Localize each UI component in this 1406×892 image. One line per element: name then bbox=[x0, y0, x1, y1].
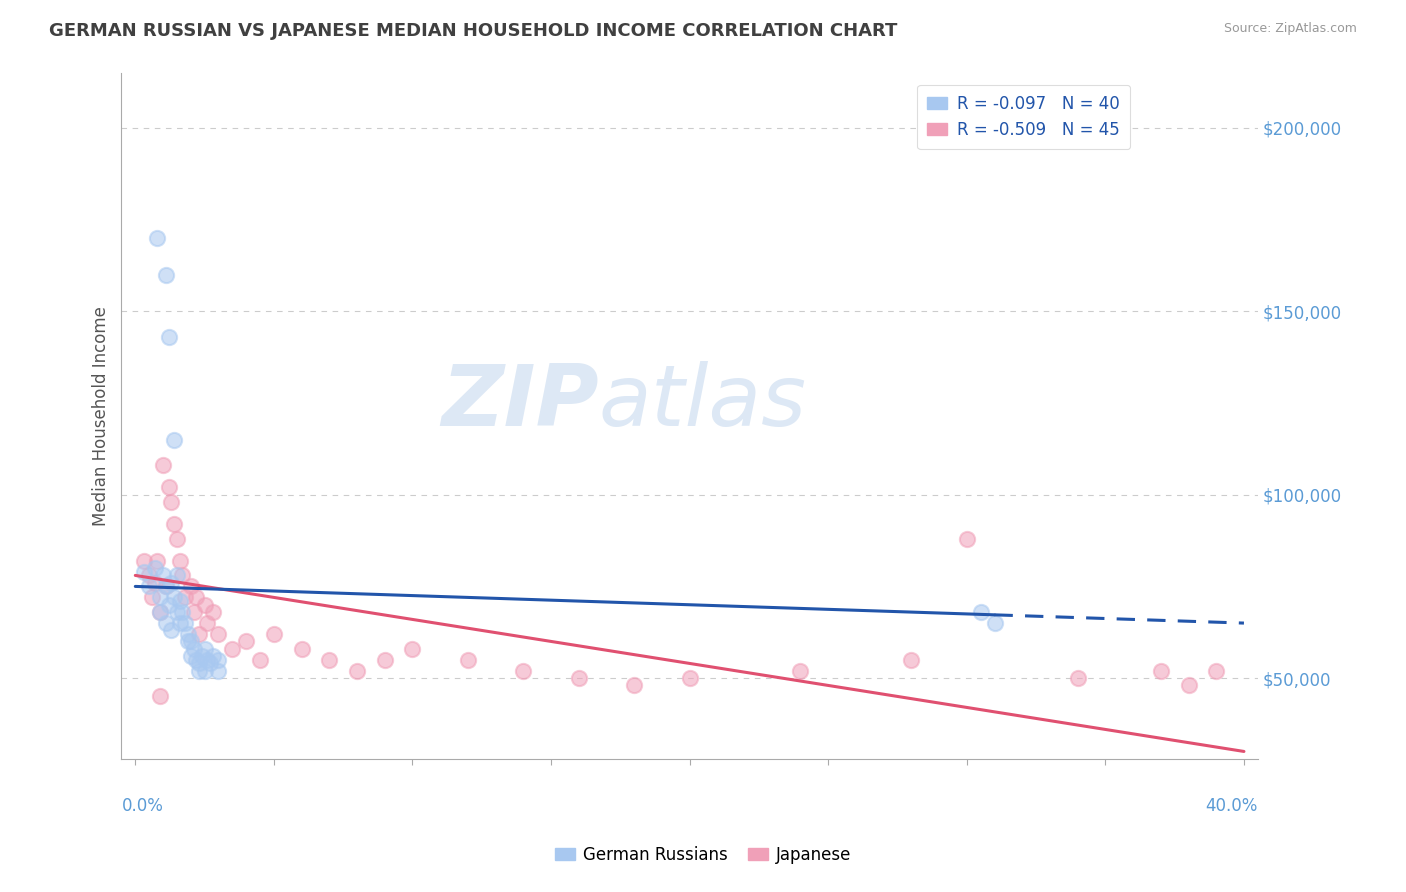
Text: 40.0%: 40.0% bbox=[1205, 797, 1258, 814]
Point bbox=[318, 653, 340, 667]
Point bbox=[157, 480, 180, 494]
Point bbox=[983, 616, 1005, 631]
Point bbox=[188, 657, 211, 671]
Point bbox=[512, 664, 534, 678]
Point bbox=[194, 664, 217, 678]
Point bbox=[789, 664, 811, 678]
Point bbox=[163, 517, 186, 532]
Point bbox=[188, 627, 211, 641]
Point bbox=[623, 678, 645, 692]
Point bbox=[183, 605, 205, 619]
Point bbox=[172, 568, 194, 582]
Point bbox=[1177, 678, 1199, 692]
Point bbox=[186, 591, 208, 605]
Point bbox=[160, 575, 183, 590]
Point bbox=[157, 598, 180, 612]
Point bbox=[195, 653, 218, 667]
Point bbox=[1150, 664, 1173, 678]
Point bbox=[180, 634, 202, 648]
Point bbox=[249, 653, 271, 667]
Point bbox=[201, 649, 224, 664]
Point bbox=[160, 624, 183, 638]
Point bbox=[155, 579, 177, 593]
Point bbox=[188, 664, 211, 678]
Point bbox=[169, 616, 191, 631]
Point bbox=[174, 616, 197, 631]
Point bbox=[1066, 671, 1088, 685]
Text: ZIP: ZIP bbox=[441, 360, 599, 443]
Point bbox=[172, 605, 194, 619]
Point bbox=[138, 579, 160, 593]
Text: atlas: atlas bbox=[599, 360, 807, 443]
Point bbox=[457, 653, 479, 667]
Point bbox=[195, 616, 218, 631]
Point bbox=[207, 664, 229, 678]
Point bbox=[166, 605, 188, 619]
Point bbox=[143, 575, 166, 590]
Point bbox=[207, 653, 229, 667]
Point bbox=[155, 579, 177, 593]
Point bbox=[169, 554, 191, 568]
Point bbox=[900, 653, 922, 667]
Point bbox=[166, 568, 188, 582]
Point bbox=[401, 641, 423, 656]
Point bbox=[956, 532, 979, 546]
Point bbox=[207, 627, 229, 641]
Point bbox=[180, 579, 202, 593]
Point bbox=[186, 653, 208, 667]
Point bbox=[183, 641, 205, 656]
Point bbox=[149, 605, 172, 619]
Point bbox=[141, 591, 163, 605]
Point bbox=[194, 641, 217, 656]
Point bbox=[155, 616, 177, 631]
Point bbox=[146, 554, 169, 568]
Point bbox=[132, 554, 155, 568]
Point bbox=[149, 605, 172, 619]
Point bbox=[152, 568, 174, 582]
Point bbox=[149, 690, 172, 704]
Y-axis label: Median Household Income: Median Household Income bbox=[93, 306, 110, 525]
Point bbox=[149, 591, 172, 605]
Text: Source: ZipAtlas.com: Source: ZipAtlas.com bbox=[1223, 22, 1357, 36]
Point bbox=[191, 649, 214, 664]
Point bbox=[132, 565, 155, 579]
Legend: German Russians, Japanese: German Russians, Japanese bbox=[548, 839, 858, 871]
Point bbox=[146, 231, 169, 245]
Point bbox=[155, 268, 177, 282]
Point bbox=[143, 561, 166, 575]
Point bbox=[201, 605, 224, 619]
Point bbox=[163, 433, 186, 447]
Point bbox=[374, 653, 396, 667]
Point bbox=[235, 634, 257, 648]
Point bbox=[1205, 664, 1227, 678]
Point bbox=[169, 594, 191, 608]
Text: GERMAN RUSSIAN VS JAPANESE MEDIAN HOUSEHOLD INCOME CORRELATION CHART: GERMAN RUSSIAN VS JAPANESE MEDIAN HOUSEH… bbox=[49, 22, 897, 40]
Point bbox=[177, 634, 200, 648]
Point bbox=[969, 605, 991, 619]
Legend: R = -0.097   N = 40, R = -0.509   N = 45: R = -0.097 N = 40, R = -0.509 N = 45 bbox=[917, 85, 1130, 149]
Point bbox=[174, 591, 197, 605]
Point bbox=[194, 598, 217, 612]
Text: 0.0%: 0.0% bbox=[121, 797, 163, 814]
Point bbox=[568, 671, 591, 685]
Point bbox=[291, 641, 314, 656]
Point bbox=[157, 330, 180, 344]
Point bbox=[221, 641, 243, 656]
Point bbox=[678, 671, 700, 685]
Point bbox=[198, 657, 221, 671]
Point bbox=[166, 532, 188, 546]
Point bbox=[263, 627, 285, 641]
Point bbox=[346, 664, 368, 678]
Point bbox=[152, 458, 174, 473]
Point bbox=[177, 627, 200, 641]
Point bbox=[180, 649, 202, 664]
Point bbox=[138, 568, 160, 582]
Point bbox=[163, 591, 186, 605]
Point bbox=[160, 495, 183, 509]
